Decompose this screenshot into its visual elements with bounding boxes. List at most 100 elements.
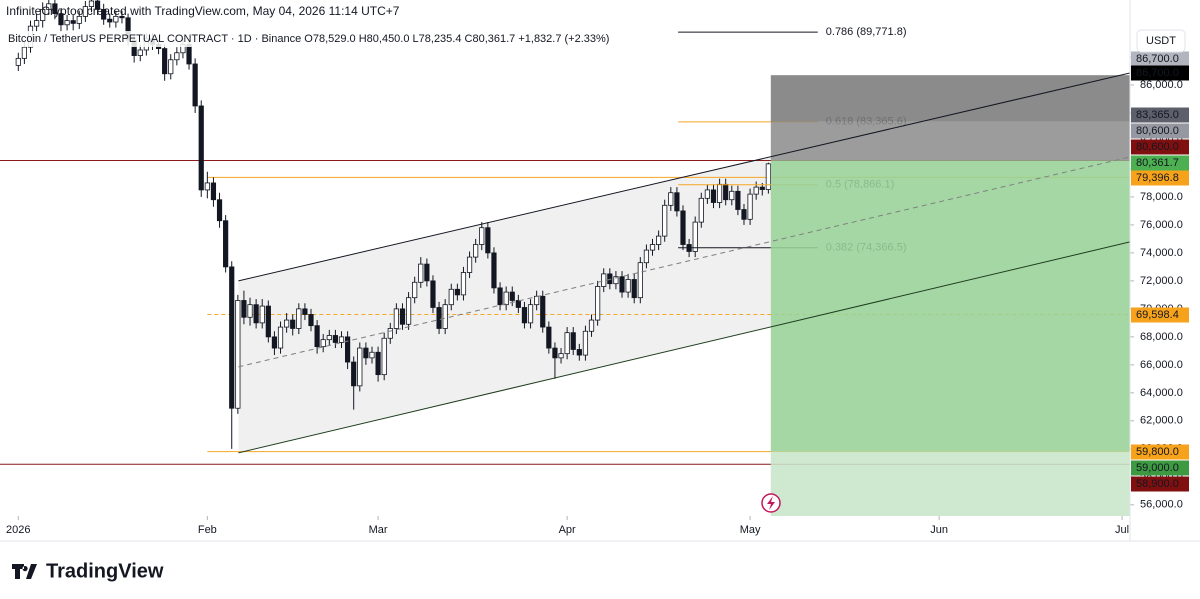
x-tick-label: 2026	[6, 524, 30, 536]
y-tick-label: 68,000.0	[1140, 331, 1183, 343]
price-label: 59,800.0	[1136, 446, 1179, 458]
y-tick-label: 72,000.0	[1140, 275, 1183, 287]
y-tick-label: 62,000.0	[1140, 415, 1183, 427]
candle-body	[277, 326, 284, 349]
candle-body	[399, 308, 406, 325]
y-tick-label: 86,000.0	[1140, 79, 1183, 91]
candle-body	[381, 337, 387, 376]
candle-body	[704, 189, 710, 199]
candle-body	[540, 295, 546, 328]
x-tick-label: May	[740, 524, 761, 536]
candle-body	[564, 332, 570, 355]
candle-body	[637, 262, 643, 299]
candle-body	[253, 304, 259, 324]
channel-lower	[238, 241, 1130, 454]
price-label: 86,700.0	[1136, 67, 1179, 79]
candle-body	[747, 193, 753, 220]
price-label-bg	[1131, 155, 1189, 171]
price-label: 69,598.4	[1136, 309, 1179, 321]
candle-body	[668, 192, 674, 206]
candle-body	[588, 319, 595, 332]
candle-body	[460, 272, 467, 296]
candle-body	[521, 307, 528, 324]
candle-body	[479, 227, 485, 245]
price-label: 80,600.0	[1136, 125, 1179, 137]
price-label-bg	[1131, 107, 1189, 123]
candle-body	[204, 182, 210, 191]
candle-body	[326, 335, 332, 341]
candle-body	[351, 361, 357, 387]
candle-body	[412, 281, 418, 299]
candle-body	[680, 210, 686, 245]
candle-body	[405, 297, 412, 325]
candle-body	[710, 189, 717, 203]
candle-body	[320, 339, 326, 348]
candle-body	[436, 307, 442, 329]
attribution: InfiniteCryptoo created with TradingView…	[6, 4, 400, 18]
price-label: 79,396.8	[1136, 172, 1179, 184]
candle-body	[595, 286, 601, 321]
price-label-bg	[1131, 51, 1189, 67]
currency-button[interactable]	[1136, 29, 1186, 53]
candle-body	[76, 15, 82, 24]
candle-body	[223, 220, 229, 268]
brand: TradingView	[46, 560, 164, 582]
candle-body	[107, 18, 113, 23]
price-axis: 56,000.058,000.060,000.062,000.064,000.0…	[1130, 51, 1189, 511]
candle-body	[168, 59, 174, 75]
candle-body	[674, 192, 680, 212]
candle-body	[33, 20, 40, 27]
candle-body	[229, 266, 235, 409]
y-tick-label: 64,000.0	[1140, 387, 1183, 399]
candle-body	[753, 186, 759, 195]
fib-label: 0.786 (89,771.8)	[826, 26, 907, 38]
candle-body	[369, 351, 375, 359]
candle-body	[302, 308, 308, 315]
candle-body	[497, 287, 503, 306]
candle-body	[631, 279, 637, 299]
candle-body	[192, 63, 198, 107]
candle-body	[534, 295, 540, 306]
candle-body	[716, 183, 723, 203]
candle-body	[466, 256, 473, 273]
candle-body	[64, 20, 70, 26]
price-label: 83,365.0	[1136, 109, 1179, 121]
price-label-bg	[1131, 170, 1189, 186]
position-zone	[770, 75, 1130, 122]
price-label-bg	[1131, 65, 1189, 81]
candle-body	[625, 279, 631, 293]
tv-logo	[12, 564, 37, 579]
candle-body	[88, 0, 95, 7]
candle-body	[119, 15, 125, 19]
candle-body	[357, 347, 363, 387]
candle-body	[643, 249, 650, 264]
candle-body	[332, 335, 339, 343]
price-label: 86,700.0	[1136, 53, 1179, 65]
candle-body	[546, 326, 552, 349]
x-tick-label: Mar	[369, 524, 388, 536]
position-zone	[770, 121, 1130, 161]
plot-area: 0.786 (89,771.8)0.618 (83,365.6)0.5 (78,…	[0, 0, 1130, 516]
candle-body	[509, 291, 515, 301]
candle-body	[656, 235, 662, 245]
price-label: 58,900.0	[1136, 478, 1179, 490]
candle-body	[558, 353, 564, 359]
candle-body	[271, 336, 278, 349]
price-label-bg	[1131, 307, 1189, 323]
candle-body	[442, 304, 448, 329]
candle-body	[296, 308, 302, 329]
candle-body	[418, 263, 424, 283]
candle-body	[247, 304, 253, 318]
candle-body	[515, 300, 521, 308]
currency[interactable]: USDT	[1146, 35, 1176, 47]
candle-body	[552, 347, 558, 359]
y-tick-label: 56,000.0	[1140, 499, 1183, 511]
candle-body	[21, 46, 27, 59]
candle-body	[58, 13, 64, 26]
x-tick-label: Apr	[559, 524, 576, 536]
candle-body	[649, 244, 656, 251]
candle-body	[290, 319, 296, 329]
price-label-bg	[1131, 123, 1189, 139]
candle-body	[491, 252, 497, 289]
